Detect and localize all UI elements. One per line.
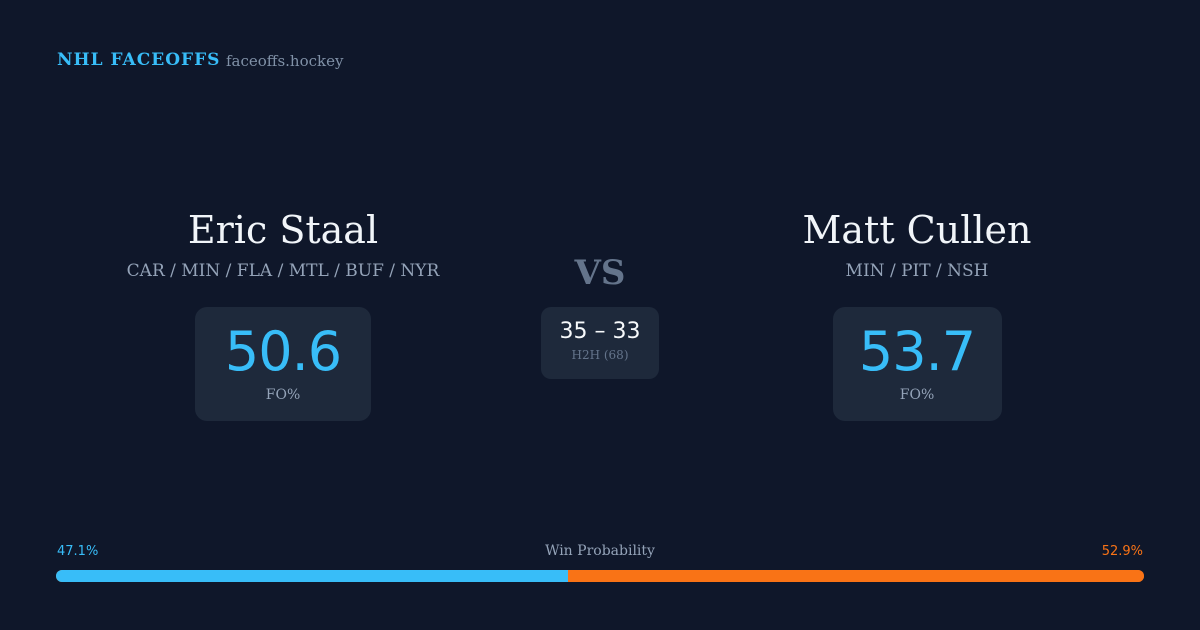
site-url: faceoffs.hockey <box>226 52 344 70</box>
win-probability-right-fill <box>568 570 1144 582</box>
left-win-pct: 47.1% <box>57 544 99 559</box>
win-probability-label: Win Probability <box>545 543 655 559</box>
player-2-name: Matt Cullen <box>802 208 1032 252</box>
h2h-label: H2H (68) <box>571 348 629 362</box>
vs-label: VS <box>574 253 626 293</box>
player-2: Matt Cullen MIN / PIT / NSH 53.7 FO% <box>697 205 1137 421</box>
player-1-fo-label: FO% <box>265 387 301 403</box>
player-2-fo-card: 53.7 FO% <box>832 307 1002 421</box>
player-1: Eric Staal CAR / MIN / FLA / MTL / BUF /… <box>63 205 503 421</box>
player-2-fo-label: FO% <box>899 387 935 403</box>
player-1-teams: CAR / MIN / FLA / MTL / BUF / NYR <box>126 261 440 281</box>
player-1-name: Eric Staal <box>187 208 379 252</box>
h2h-card: 35 – 33 H2H (68) <box>541 307 659 379</box>
win-probability-bar <box>56 570 1144 582</box>
player-1-fo-card: 50.6 FO% <box>195 307 371 421</box>
brand-title: NHL FACEOFFS <box>57 50 221 70</box>
player-1-fo-pct: 50.6 <box>224 320 342 383</box>
h2h-score: 35 – 33 <box>559 319 641 344</box>
right-win-pct: 52.9% <box>1101 544 1143 559</box>
win-probability-left-fill <box>56 570 569 582</box>
player-2-teams: MIN / PIT / NSH <box>845 261 989 281</box>
player-2-fo-pct: 53.7 <box>858 320 976 383</box>
